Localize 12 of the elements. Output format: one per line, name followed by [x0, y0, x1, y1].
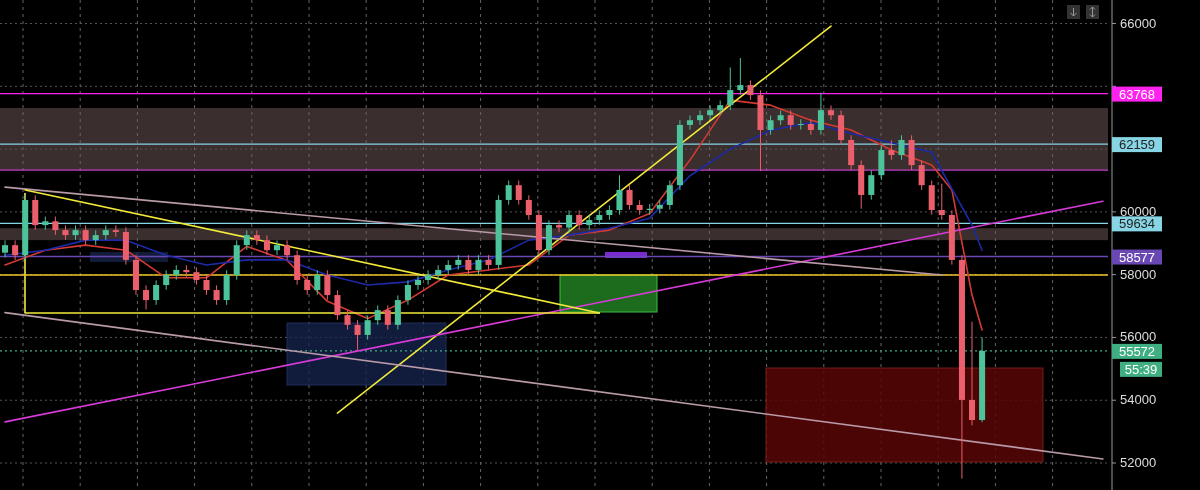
ref-line-label: 58577	[1118, 249, 1156, 265]
y-tick-label: 66000	[1120, 15, 1157, 31]
ref-line-label: 62159	[1118, 137, 1156, 153]
y-tick-label: 52000	[1120, 455, 1157, 470]
y-tick-label: 60000	[1120, 203, 1157, 219]
y-tick-label: 54000	[1120, 392, 1157, 408]
text: 55:39	[1124, 361, 1158, 377]
y-tick-label: 58000	[1120, 266, 1157, 282]
ref-line-label: 59634	[1118, 216, 1156, 232]
ref-line-label: 55572	[1118, 343, 1156, 359]
ref-line-label: 63768	[1118, 86, 1156, 102]
y-tick-label: 56000	[1120, 329, 1157, 345]
